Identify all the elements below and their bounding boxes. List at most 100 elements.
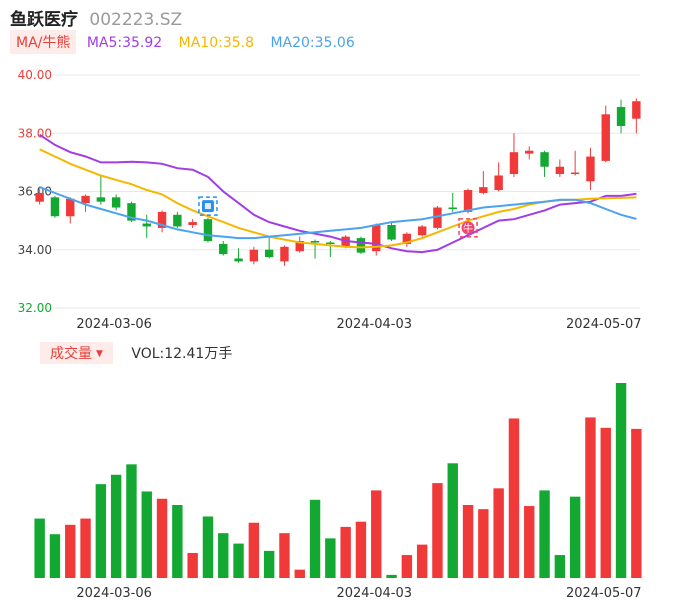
candle-down bbox=[111, 197, 121, 208]
candle-up bbox=[632, 101, 641, 119]
volume-bar bbox=[554, 555, 566, 578]
candle-up bbox=[81, 195, 90, 204]
volume-bar bbox=[447, 463, 458, 578]
candle-down bbox=[96, 197, 106, 202]
candle-up bbox=[417, 226, 427, 236]
volume-date-label: 2024-03-06 bbox=[76, 586, 152, 601]
volume-legend: 成交量 ▼ VOL:12.41万手 bbox=[40, 342, 232, 364]
volume-bar bbox=[355, 521, 367, 578]
volume-bar bbox=[462, 505, 474, 578]
volume-bar bbox=[478, 509, 489, 578]
volume-bar bbox=[325, 538, 336, 578]
volume-value: VOL:12.41万手 bbox=[131, 346, 233, 362]
price-date-labels: 2024-03-06 2024-04-03 2024-05-07 bbox=[76, 317, 641, 332]
price-date-label: 2024-04-03 bbox=[336, 317, 412, 332]
candle-down bbox=[264, 249, 274, 258]
volume-bar bbox=[294, 569, 305, 578]
ma-indicator-tag[interactable]: MA/牛熊 bbox=[10, 30, 77, 54]
volume-bar bbox=[416, 544, 428, 578]
candle-down bbox=[142, 223, 151, 227]
volume-bar bbox=[371, 490, 382, 578]
price-grid bbox=[52, 74, 640, 309]
candle-up bbox=[555, 166, 565, 175]
volume-bar bbox=[401, 555, 413, 578]
volume-bar bbox=[309, 499, 321, 578]
volume-bar bbox=[49, 534, 61, 578]
signal-markers: 牛 bbox=[198, 196, 478, 238]
volume-bar bbox=[65, 524, 76, 578]
price-tick-label: 34.00 bbox=[18, 243, 52, 257]
ma10-legend: MA10:35.8 bbox=[178, 35, 254, 51]
candle-up bbox=[402, 233, 412, 244]
candle-up bbox=[494, 175, 503, 191]
ma20-line bbox=[39, 186, 637, 240]
candle-up bbox=[35, 192, 44, 202]
candle-down bbox=[540, 152, 549, 167]
candle-up bbox=[157, 211, 167, 228]
volume-bar bbox=[248, 522, 260, 578]
volume-bar bbox=[95, 484, 107, 578]
volume-bar bbox=[432, 483, 443, 578]
ma5-legend: MA5:35.92 bbox=[86, 35, 163, 51]
candle-down bbox=[310, 241, 320, 243]
volume-bar bbox=[585, 417, 596, 578]
volume-bar bbox=[263, 550, 275, 578]
volume-bar bbox=[279, 533, 290, 578]
volume-bar bbox=[202, 516, 214, 578]
volume-date-label: 2024-04-03 bbox=[336, 586, 412, 601]
volume-bar bbox=[386, 574, 397, 578]
volume-bar bbox=[34, 518, 45, 578]
volume-bar bbox=[340, 526, 351, 578]
volume-bar bbox=[600, 427, 611, 578]
candle-down bbox=[127, 203, 136, 221]
moving-averages bbox=[39, 133, 637, 254]
volume-bar bbox=[187, 552, 198, 578]
candle-up bbox=[188, 222, 197, 225]
marker-badge bbox=[461, 221, 475, 235]
candle-up bbox=[372, 224, 381, 252]
price-tick-label: 32.00 bbox=[18, 301, 52, 315]
marker-frame bbox=[458, 218, 478, 238]
marker-label: 牛 bbox=[463, 222, 473, 235]
bear-signal-icon bbox=[198, 196, 218, 216]
volume-bar bbox=[508, 418, 520, 578]
candle-down bbox=[50, 197, 60, 217]
candle-up bbox=[525, 150, 534, 154]
volume-date-label: 2024-05-07 bbox=[566, 586, 642, 601]
price-axis-labels: 40.00 38.00 36.00 34.00 32.00 bbox=[18, 68, 52, 315]
volume-bar bbox=[156, 498, 168, 578]
candle-up bbox=[479, 187, 488, 193]
candle-down bbox=[356, 238, 366, 253]
candle-down bbox=[234, 258, 243, 262]
price-tick-label: 40.00 bbox=[18, 68, 52, 82]
ma-legend: MA/牛熊 MA5:35.92 MA10:35.8 MA20:35.06 bbox=[10, 30, 367, 54]
price-date-label: 2024-05-07 bbox=[566, 317, 642, 332]
candle-up bbox=[586, 156, 595, 182]
volume-bar bbox=[80, 518, 91, 578]
volume-indicator-dropdown[interactable]: 成交量 ▼ bbox=[40, 342, 113, 364]
candle-down bbox=[326, 242, 335, 244]
volume-indicator-label: 成交量 bbox=[50, 346, 92, 362]
candle-down bbox=[203, 219, 213, 242]
candle-up bbox=[570, 172, 580, 175]
candle-up bbox=[295, 241, 304, 252]
volume-bars bbox=[34, 383, 642, 578]
volume-bar bbox=[126, 464, 137, 578]
volume-bar bbox=[539, 490, 550, 578]
candle-down bbox=[616, 107, 626, 126]
candle-up bbox=[66, 198, 75, 217]
volume-bar bbox=[493, 488, 504, 578]
price-date-label: 2024-03-06 bbox=[76, 317, 152, 332]
ma5-line bbox=[39, 133, 637, 254]
volume-bar bbox=[233, 543, 244, 578]
candle-down bbox=[387, 224, 396, 240]
volume-bar bbox=[631, 428, 642, 578]
ma20-legend: MA20:35.06 bbox=[270, 35, 355, 51]
price-tick-label: 36.00 bbox=[18, 185, 52, 199]
stock-code: 002223.SZ bbox=[89, 10, 183, 30]
price-tick-label: 38.00 bbox=[18, 126, 52, 140]
volume-bar bbox=[524, 506, 535, 578]
volume-bar bbox=[615, 383, 627, 578]
marker-frame bbox=[198, 196, 218, 216]
